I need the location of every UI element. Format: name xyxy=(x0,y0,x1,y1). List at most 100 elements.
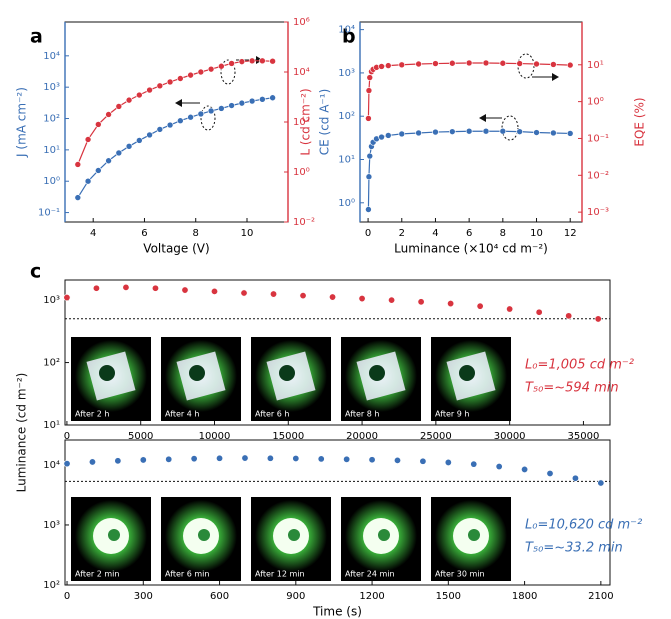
data-point xyxy=(197,110,205,118)
data-point xyxy=(228,102,235,109)
data-point xyxy=(365,173,373,181)
inset-caption: After 30 min xyxy=(435,570,485,579)
x-tick-label: 6 xyxy=(466,228,472,239)
data-point xyxy=(366,152,374,160)
data-point xyxy=(432,60,439,67)
data-point xyxy=(187,113,194,121)
y2-tick-label: 10⁻² xyxy=(587,170,609,181)
data-point xyxy=(136,91,143,99)
data-point xyxy=(166,78,174,86)
inset-spot xyxy=(369,365,385,381)
y-tick-label: 10⁴ xyxy=(338,25,355,36)
y2-tick-label: 10⁻¹ xyxy=(587,133,609,144)
data-point xyxy=(125,142,133,150)
y2-tick-label: 10⁰ xyxy=(587,97,604,108)
y-tick-label: 10⁴ xyxy=(43,460,60,471)
data-point xyxy=(470,460,478,468)
data-point xyxy=(63,294,71,302)
data-point xyxy=(447,300,455,308)
data-point xyxy=(151,284,159,292)
y-tick-label: 10⁰ xyxy=(338,198,355,209)
y-tick-label: 10³ xyxy=(43,295,60,306)
data-point xyxy=(139,456,147,464)
inset-caption: After 2 h xyxy=(75,410,109,419)
data-point xyxy=(207,65,215,73)
annotation-arrows xyxy=(175,53,559,141)
y2-tick-label: 10⁻³ xyxy=(587,207,609,218)
y2-axis-label: EQE (%) xyxy=(633,97,647,146)
data-point xyxy=(566,130,574,137)
data-point xyxy=(114,457,122,465)
data-point xyxy=(177,117,184,125)
x-tick-label: 300 xyxy=(134,591,153,602)
y-tick-label: 10³ xyxy=(43,82,60,93)
x-tick-label: 1200 xyxy=(359,591,384,602)
annotation: L₀=1,005 cd m⁻² xyxy=(525,358,634,373)
y-tick-label: 10⁴ xyxy=(43,51,60,62)
y-axis-label: J (mA cm⁻²) xyxy=(15,87,29,158)
data-point xyxy=(550,129,557,137)
data-point xyxy=(95,121,102,128)
data-point xyxy=(63,460,71,468)
data-point xyxy=(566,61,574,69)
data-point xyxy=(181,286,189,294)
data-point xyxy=(248,97,256,105)
data-point xyxy=(228,60,235,67)
data-point xyxy=(358,295,366,303)
x-tick-label: 4 xyxy=(90,228,96,239)
data-point xyxy=(146,131,153,139)
y-tick-label: 10² xyxy=(43,114,60,125)
data-point xyxy=(122,283,130,291)
inset-caption: After 4 h xyxy=(165,410,199,419)
data-point xyxy=(105,157,112,165)
data-point xyxy=(384,62,392,69)
inset-caption: After 2 min xyxy=(75,570,119,579)
series-line xyxy=(367,130,571,210)
data-point xyxy=(465,59,473,67)
data-point xyxy=(419,457,427,465)
data-point xyxy=(365,115,372,122)
panel-label: b xyxy=(342,26,356,48)
data-point xyxy=(190,455,198,463)
data-point xyxy=(506,305,514,313)
data-point xyxy=(482,127,490,135)
data-point xyxy=(84,177,92,185)
y-axis-label: Luminance (cd m⁻²) xyxy=(15,373,29,493)
x-tick-label: 1500 xyxy=(436,591,461,602)
plot-frame xyxy=(64,439,611,586)
x-tick-label: 4 xyxy=(432,228,438,239)
y2-tick-label: 10⁶ xyxy=(293,17,310,28)
data-point xyxy=(366,74,374,81)
y2-tick-label: 10⁴ xyxy=(293,67,310,78)
data-point xyxy=(210,287,218,295)
data-point xyxy=(444,458,452,466)
data-point xyxy=(594,315,602,323)
inset-spot xyxy=(99,365,115,381)
data-point xyxy=(533,129,540,136)
x-tick-label: 12 xyxy=(564,228,577,239)
data-point xyxy=(516,128,523,135)
y-tick-label: 10³ xyxy=(43,520,60,531)
data-point xyxy=(125,96,133,104)
data-point xyxy=(74,161,82,168)
data-point xyxy=(465,127,473,135)
x-tick-label: 1800 xyxy=(512,591,537,602)
data-point xyxy=(270,290,278,298)
x-tick-label: 2 xyxy=(399,228,405,239)
data-point xyxy=(565,312,573,320)
y-tick-label: 10³ xyxy=(338,68,355,79)
x-tick-label: 15000 xyxy=(272,431,304,442)
y2-tick-label: 10¹ xyxy=(587,60,604,71)
data-point xyxy=(546,469,554,477)
y-axis-label: CE (cd A⁻¹) xyxy=(318,89,332,156)
x-tick-label: 25000 xyxy=(420,431,452,442)
data-point xyxy=(365,206,372,213)
x-axis-label: Time (s) xyxy=(312,605,362,619)
annotation: L₀=10,620 cd m⁻² xyxy=(525,518,642,533)
data-point xyxy=(74,194,82,201)
data-point xyxy=(240,289,248,297)
data-point xyxy=(269,94,276,102)
data-point xyxy=(482,59,490,67)
plot-frame xyxy=(359,21,583,223)
